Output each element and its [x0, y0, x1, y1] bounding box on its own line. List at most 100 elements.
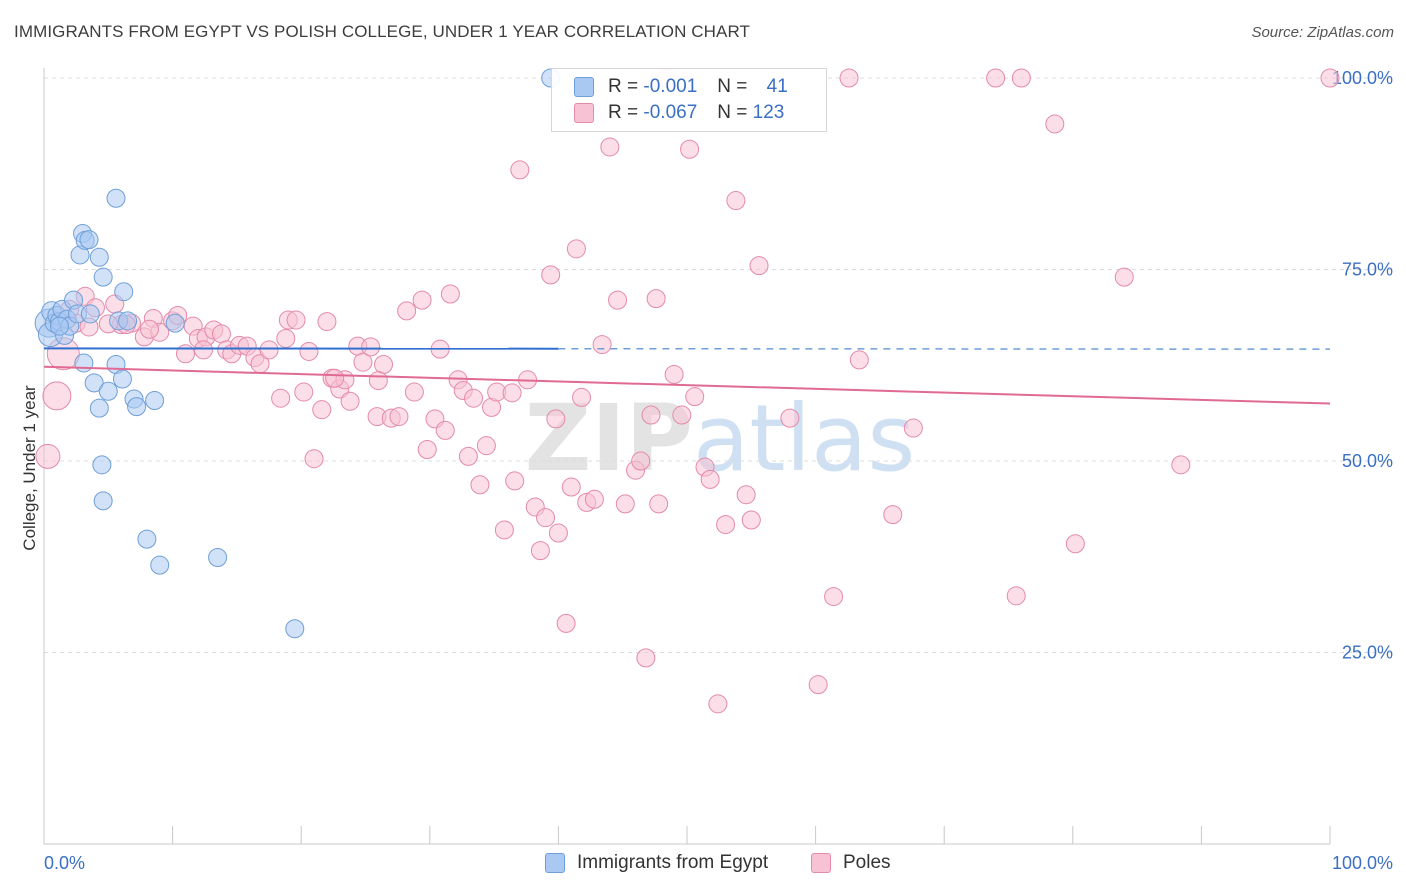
poles-point — [494, 520, 514, 540]
poles-point — [572, 387, 592, 407]
gridlines — [44, 77, 1394, 653]
watermark-atlas: atlas — [693, 385, 915, 492]
poles-point — [286, 310, 306, 330]
egypt-point — [79, 230, 99, 250]
legend-r-value-poles: -0.067 — [643, 102, 698, 123]
egypt-point — [127, 397, 147, 417]
poles-point — [556, 613, 576, 633]
poles-point — [42, 381, 72, 411]
poles-point — [631, 451, 651, 471]
egypt-point — [80, 304, 100, 324]
poles-point — [340, 391, 360, 411]
egypt-point — [114, 282, 134, 302]
poles-point — [903, 418, 923, 438]
egypt-point — [89, 247, 109, 267]
poles-point — [608, 290, 628, 310]
legend-r-label: R = — [608, 102, 639, 123]
legend-row-poles: R = -0.067 N = 123 — [574, 101, 784, 125]
poles-point — [649, 494, 669, 514]
poles-point — [361, 337, 381, 357]
poles-point — [736, 485, 756, 505]
poles-point — [986, 68, 1006, 88]
poles-point — [741, 510, 761, 530]
poles-point — [397, 301, 417, 321]
poles-point — [672, 405, 692, 425]
poles-point — [470, 475, 490, 495]
poles-point — [404, 382, 424, 402]
poles-point — [646, 289, 666, 309]
poles-point — [211, 324, 231, 344]
bottom-legend-swatch-egypt — [545, 853, 565, 873]
poles-point — [464, 388, 484, 408]
poles-point — [708, 694, 728, 714]
egypt-point — [150, 555, 170, 575]
source-label: Source: ZipAtlas.com — [1251, 24, 1394, 41]
poles-point — [566, 239, 586, 259]
poles-point — [175, 344, 195, 364]
poles-point — [1320, 68, 1340, 88]
poles-point — [317, 312, 337, 332]
poles-point — [325, 368, 345, 388]
egypt-point — [118, 311, 138, 331]
poles-point — [636, 648, 656, 668]
watermark-zip: ZIP — [525, 385, 693, 492]
poles-point — [193, 340, 213, 360]
poles-point — [368, 371, 388, 391]
egypt-point — [93, 491, 113, 511]
poles-point — [417, 440, 437, 460]
bottom-legend-label-egypt: Immigrants from Egypt — [577, 852, 769, 873]
poles-point — [412, 290, 432, 310]
poles-point — [505, 471, 525, 491]
correlation-legend: R = -0.001 N = 41 R = -0.067 N = 123 — [551, 68, 827, 132]
poles-point — [780, 408, 800, 428]
poles-point — [389, 407, 409, 427]
poles-point — [440, 284, 460, 304]
y-tick-label: 75.0% — [1342, 260, 1393, 280]
egypt-point — [93, 267, 113, 287]
poles-point — [139, 319, 159, 339]
poles-point — [546, 409, 566, 429]
poles-point — [592, 335, 612, 355]
poles-point — [374, 354, 394, 374]
poles-point — [530, 541, 550, 561]
legend-r-label: R = — [608, 76, 639, 97]
poles-point — [716, 515, 736, 535]
egypt-point — [98, 381, 118, 401]
poles-point — [1011, 68, 1031, 88]
egypt-point — [165, 313, 185, 333]
legend-n-value-poles: 123 — [752, 102, 785, 123]
trend-lines — [43, 347, 1331, 405]
legend-swatch-poles — [574, 103, 594, 123]
poles-point — [685, 387, 705, 407]
legend-r-value-egypt: -0.001 — [643, 76, 698, 97]
poles-point — [1065, 534, 1085, 554]
poles-point — [664, 364, 684, 384]
poles-point — [584, 489, 604, 509]
poles-trend-line — [43, 365, 1331, 405]
poles-point — [541, 265, 561, 285]
poles-point — [849, 350, 869, 370]
poles-point — [510, 160, 530, 180]
egypt-point — [106, 188, 126, 208]
data-points — [34, 68, 1340, 714]
bottom-legend-egypt: Immigrants from Egypt — [545, 852, 768, 874]
legend-swatch-egypt — [574, 77, 594, 97]
poles-point — [312, 400, 332, 420]
poles-point — [276, 328, 296, 348]
poles-point — [1045, 114, 1065, 134]
bottom-legend-poles: Poles — [811, 852, 891, 874]
poles-point — [458, 446, 478, 466]
poles-point — [680, 139, 700, 159]
poles-point — [600, 137, 620, 157]
poles-point — [883, 505, 903, 525]
poles-point — [353, 352, 373, 372]
poles-point — [561, 477, 581, 497]
egypt-point — [74, 353, 94, 373]
egypt-point — [92, 455, 112, 475]
chart-title: IMMIGRANTS FROM EGYPT VS POLISH COLLEGE,… — [14, 22, 751, 41]
poles-point — [1006, 586, 1026, 606]
poles-point — [839, 68, 859, 88]
y-tick-label: 100.0% — [1332, 68, 1393, 88]
egypt-point — [145, 390, 165, 410]
